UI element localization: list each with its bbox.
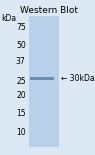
Text: kDa: kDa	[1, 14, 16, 23]
Text: 37: 37	[16, 58, 26, 66]
Text: Western Blot: Western Blot	[20, 6, 78, 15]
Text: 25: 25	[16, 77, 26, 86]
Text: ← 30kDa: ← 30kDa	[61, 74, 94, 83]
Bar	[30, 77, 54, 80]
Bar	[28, 16, 59, 147]
Text: 15: 15	[16, 109, 26, 118]
Text: 50: 50	[16, 41, 26, 50]
Text: 75: 75	[16, 23, 26, 32]
Text: 20: 20	[16, 91, 26, 100]
Text: 10: 10	[16, 128, 26, 137]
